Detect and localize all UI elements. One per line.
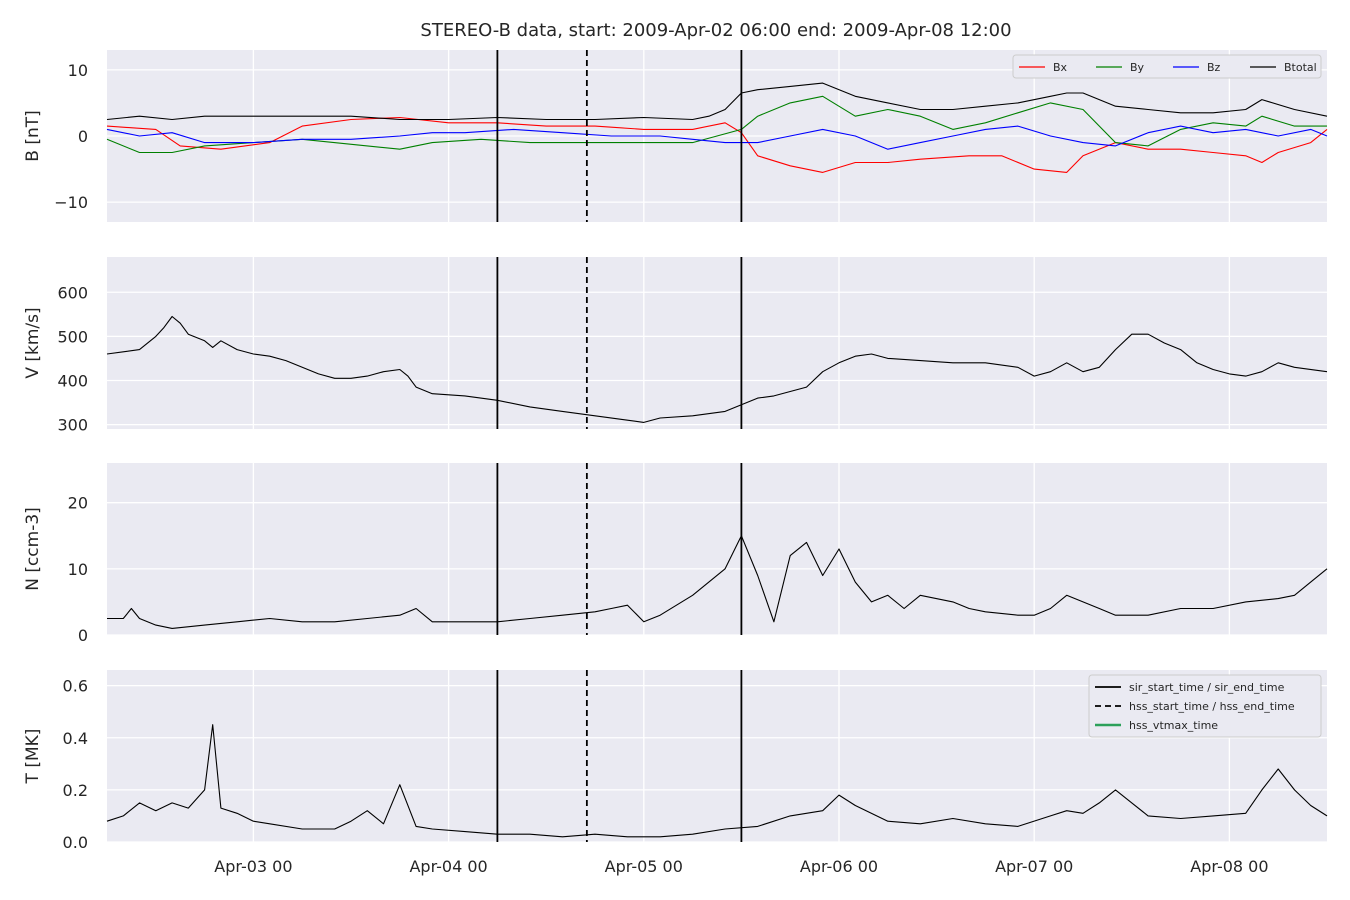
y-tick-label: 300 [57, 416, 88, 435]
series-line [106, 724, 1328, 838]
plot-area [107, 463, 1327, 635]
legend-label: Bx [1053, 61, 1068, 74]
legend-label: Bz [1207, 61, 1221, 74]
y-tick-label: 0.4 [63, 729, 88, 748]
y-tick-label: 20 [68, 494, 88, 513]
y-tick-label: 0 [78, 127, 88, 146]
legend-label: By [1130, 61, 1145, 74]
b-legend: Bx By Bz Btotal [1012, 54, 1322, 79]
figure-title: STEREO-B data, start: 2009-Apr-02 06:00 … [420, 20, 1011, 41]
panel-magnetic-field: −10 0 10 B [nT] Bx By Bz Btotal [23, 50, 1328, 222]
y-tick-label: 400 [57, 371, 88, 390]
panel-velocity: 300 400 500 600 V [km/s] [23, 257, 1328, 435]
y-tick-label: 0.0 [63, 833, 88, 852]
x-tick-label: Apr-08 00 [1190, 857, 1268, 876]
x-tick-label: Apr-07 00 [995, 857, 1073, 876]
legend-box [1012, 54, 1322, 79]
x-tick-label: Apr-06 00 [800, 857, 878, 876]
y-axis-label: B [nT] [23, 110, 43, 162]
plot-area [107, 257, 1327, 429]
y-tick-label: 0.2 [63, 781, 88, 800]
y-tick-label: −10 [54, 193, 88, 212]
legend-box [1088, 674, 1322, 738]
panel-density: 0 10 20 N [ccm-3] [23, 463, 1328, 645]
y-axis-label: N [ccm-3] [23, 507, 43, 591]
series-line [107, 535, 1328, 629]
event-legend: sir_start_time / sir_end_time hss_start_t… [1088, 674, 1322, 738]
x-tick-label: Apr-05 00 [605, 857, 683, 876]
series-line-bz [106, 125, 1328, 150]
y-axis-label: V [km/s] [23, 307, 43, 378]
series-line-bx [106, 116, 1328, 173]
legend-label: Btotal [1284, 61, 1317, 74]
legend-label: hss_start_time / hss_end_time [1129, 700, 1295, 713]
legend-label: hss_vtmax_time [1129, 719, 1218, 732]
panels: −10 0 10 B [nT] Bx By Bz Btotal 300 400 500 600 V [k… [23, 50, 1328, 876]
series-line-btotal [106, 82, 1328, 121]
series-line [106, 315, 1328, 423]
series-line-by [106, 95, 1327, 154]
y-tick-label: 600 [57, 283, 88, 302]
legend-label: sir_start_time / sir_end_time [1129, 681, 1285, 694]
y-tick-label: 500 [57, 327, 88, 346]
y-axis-label: T [MK] [23, 729, 43, 785]
x-tick-label: Apr-03 00 [214, 857, 292, 876]
y-tick-label: 0 [78, 626, 88, 645]
panel-temperature: 0.0 0.2 0.4 0.6 T [MK] Apr-03 00 Apr-04 00 Apr-… [23, 670, 1328, 876]
y-tick-label: 0.6 [63, 677, 88, 696]
y-tick-label: 10 [68, 61, 88, 80]
x-tick-label: Apr-04 00 [409, 857, 487, 876]
y-tick-label: 10 [68, 560, 88, 579]
